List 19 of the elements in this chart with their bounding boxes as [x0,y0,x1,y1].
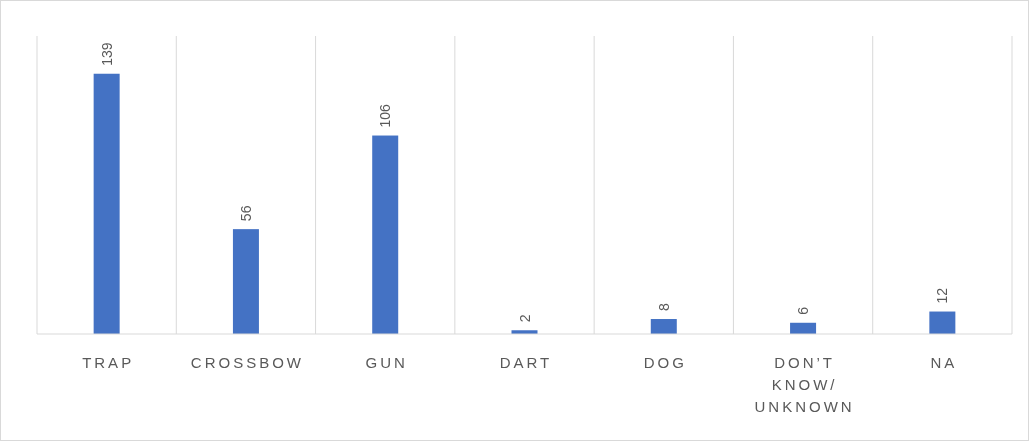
bar [93,73,120,334]
data-label: 12 [934,287,951,304]
data-label: 6 [795,306,812,315]
x-tick-label: GUN [365,354,408,371]
x-tick-label: DON’T KNOW/ UNKNOWN [754,354,855,415]
data-label: 8 [655,303,672,312]
x-tick-label: CROSSBOW [190,354,305,371]
x-tick-label: DART [499,354,553,371]
data-label: 2 [516,314,533,323]
data-label: 139 [98,42,115,66]
bar [929,311,956,334]
bar [372,135,399,334]
x-tick-label: DOG [643,354,687,371]
x-tick-label: NA [930,354,958,371]
bar [232,229,259,334]
bar [650,319,677,334]
data-label: 106 [377,103,394,128]
data-label: 56 [237,205,254,222]
x-tick-label: TRAP [82,354,135,371]
